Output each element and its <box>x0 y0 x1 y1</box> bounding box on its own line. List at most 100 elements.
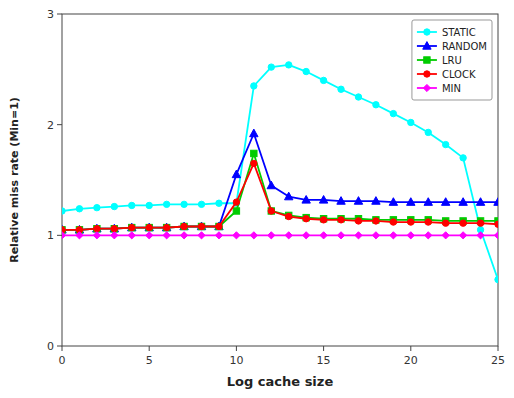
y-tick-label: 3 <box>47 8 54 21</box>
point-marker <box>477 232 484 239</box>
point-marker <box>425 129 431 135</box>
point-marker <box>338 217 344 223</box>
point-marker <box>268 232 275 239</box>
point-marker <box>128 223 136 231</box>
point-marker <box>408 119 414 125</box>
point-marker <box>146 224 152 230</box>
point-marker <box>146 232 153 239</box>
point-marker <box>215 232 222 239</box>
point-marker <box>460 232 467 239</box>
x-tick-label: 10 <box>229 354 243 367</box>
point-marker <box>355 94 361 100</box>
point-marker <box>267 181 275 189</box>
point-marker <box>408 219 414 225</box>
point-marker <box>76 206 82 212</box>
point-marker <box>285 192 293 200</box>
chart: 05101520250123Log cache sizeRelative mis… <box>0 0 514 398</box>
point-marker <box>146 224 152 230</box>
point-marker <box>94 225 100 231</box>
point-marker <box>407 232 414 239</box>
point-marker <box>285 232 292 239</box>
x-tick-label: 5 <box>146 354 153 367</box>
legend-label: RANDOM <box>442 41 487 52</box>
point-marker <box>62 232 66 239</box>
point-marker <box>198 232 205 239</box>
x-tick-label: 20 <box>404 354 418 367</box>
point-marker <box>477 220 483 226</box>
point-marker <box>163 232 170 239</box>
point-marker <box>233 199 239 205</box>
point-marker <box>180 232 187 239</box>
x-tick <box>410 346 411 351</box>
point-marker <box>337 232 344 239</box>
point-marker <box>355 218 361 224</box>
axes: 0 5 10 15 20 25 0 1 2 3 <box>47 8 505 367</box>
series-line <box>62 134 498 230</box>
point-marker <box>251 160 257 166</box>
point-marker <box>145 223 153 231</box>
point-marker <box>460 155 466 161</box>
point-marker <box>459 198 467 206</box>
point-marker <box>494 232 498 239</box>
point-marker <box>110 224 118 232</box>
x-tick <box>323 346 324 351</box>
point-marker <box>355 232 362 239</box>
point-marker <box>476 198 484 206</box>
point-marker <box>442 232 449 239</box>
x-tick-label: 15 <box>317 354 331 367</box>
point-marker <box>232 170 240 178</box>
y-tick-label: 1 <box>47 229 54 242</box>
legend-label: MIN <box>442 83 461 94</box>
point-marker <box>460 220 466 226</box>
point-marker <box>128 232 135 239</box>
point-marker <box>337 197 345 205</box>
point-marker <box>441 198 449 206</box>
legend: STATICRANDOMLRUCLOCKMIN <box>412 20 492 100</box>
point-marker <box>354 197 362 205</box>
point-marker <box>111 225 117 231</box>
point-marker <box>372 197 380 205</box>
x-tick <box>498 346 499 351</box>
point-marker <box>216 223 222 229</box>
point-marker <box>442 141 448 147</box>
series-line <box>62 153 498 229</box>
point-marker <box>373 218 379 224</box>
point-marker <box>62 208 65 214</box>
point-marker <box>320 217 326 223</box>
point-marker <box>268 64 274 70</box>
point-marker <box>163 201 169 207</box>
x-tick-label: 25 <box>491 354 505 367</box>
point-marker <box>94 225 100 231</box>
point-marker <box>268 208 274 214</box>
point-marker <box>216 200 222 206</box>
series <box>62 150 498 233</box>
x-tick <box>149 346 150 351</box>
point-marker <box>181 201 187 207</box>
series <box>62 232 498 239</box>
series-line <box>62 163 498 229</box>
point-marker <box>372 232 379 239</box>
point-marker <box>163 224 169 230</box>
point-marker <box>181 223 187 229</box>
point-marker <box>94 204 100 210</box>
point-marker <box>286 62 292 68</box>
point-marker <box>162 223 170 231</box>
x-axis-label: Log cache size <box>227 374 334 389</box>
point-marker <box>197 222 205 230</box>
point-marker <box>250 232 257 239</box>
point-marker <box>198 201 204 207</box>
point-marker <box>129 224 135 230</box>
y-tick-label: 2 <box>47 119 54 132</box>
y-tick-label: 0 <box>47 340 54 353</box>
point-marker <box>233 208 239 214</box>
point-marker <box>251 83 257 89</box>
point-marker <box>111 203 117 209</box>
legend-marker <box>424 29 430 35</box>
point-marker <box>76 232 83 239</box>
point-marker <box>320 232 327 239</box>
legend-marker <box>423 42 431 50</box>
point-marker <box>495 221 498 227</box>
point-marker <box>424 198 432 206</box>
x-tick-label: 0 <box>59 354 66 367</box>
plot-frame <box>62 14 498 346</box>
